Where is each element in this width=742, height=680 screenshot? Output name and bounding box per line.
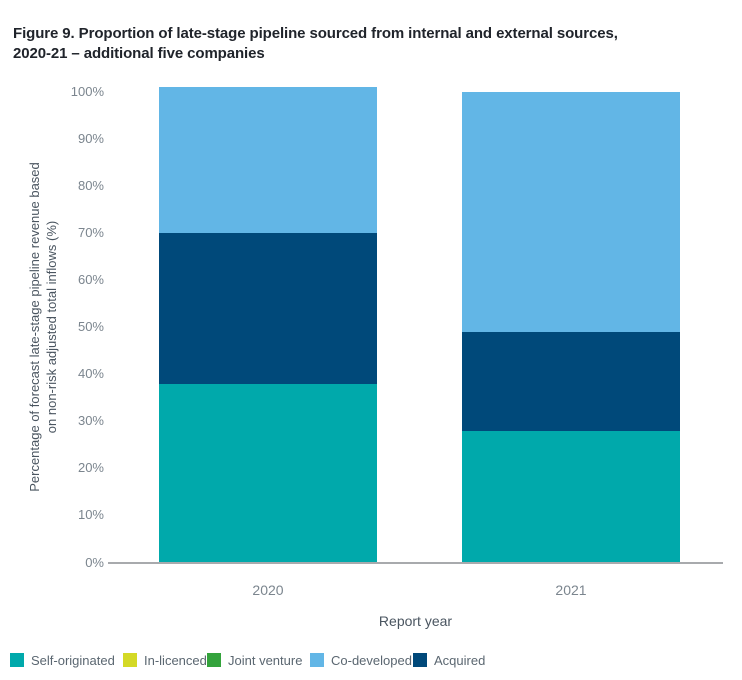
legend-item-joint-venture: Joint venture — [207, 651, 302, 669]
y-tick-0-: 0% — [85, 554, 104, 570]
legend-swatch-joint-venture — [207, 653, 221, 667]
legend-swatch-acquired — [413, 653, 427, 667]
legend-item-self-originated: Self-originated — [10, 651, 115, 669]
legend-swatch-co-developed — [310, 653, 324, 667]
bar-segment-2020-self-originated — [159, 383, 377, 563]
y-tick-60-: 60% — [77, 271, 104, 287]
y-tick-90-: 90% — [77, 130, 104, 146]
y-tick-40-: 40% — [77, 366, 104, 382]
bar-segment-2020-co-developed — [159, 86, 377, 233]
legend-item-acquired: Acquired — [413, 651, 485, 669]
legend-label-co-developed: Co-developed — [331, 652, 412, 668]
bar-segment-2021-self-originated — [462, 430, 680, 563]
figure-title-line-1: Figure 9. Proportion of late-stage pipel… — [13, 25, 618, 42]
bar-segment-2021-acquired — [462, 331, 680, 431]
legend-swatch-in-licenced — [123, 653, 137, 667]
x-axis-title: Report year — [378, 613, 453, 629]
x-axis-line — [108, 561, 723, 564]
legend: Self-originated In-licenced Joint venture C… — [0, 651, 742, 671]
y-tick-80-: 80% — [77, 177, 104, 193]
y-tick-30-: 30% — [77, 413, 104, 429]
legend-label-joint-venture: Joint venture — [228, 652, 303, 668]
bar-segment-2020-acquired — [159, 232, 377, 384]
legend-swatch-self-originated — [10, 653, 24, 667]
legend-label-self-originated: Self-originated — [31, 652, 115, 668]
figure-title-line-2: 2020-21 – additional five companies — [13, 45, 265, 62]
legend-label-in-licenced: In-licenced — [144, 652, 207, 668]
x-category-label-2020: 2020 — [252, 582, 284, 598]
y-tick-50-: 50% — [77, 319, 104, 334]
y-tick-10-: 10% — [77, 507, 104, 523]
legend-item-in-licenced: In-licenced — [123, 651, 207, 669]
y-tick-70-: 70% — [77, 224, 104, 240]
y-tick-20-: 20% — [77, 460, 104, 476]
y-tick-100-: 100% — [70, 83, 104, 99]
legend-item-co-developed: Co-developed — [310, 651, 412, 669]
figure-title: Figure 9. Proportion of late-stage pipel… — [13, 24, 719, 64]
legend-label-acquired: Acquired — [434, 652, 486, 668]
x-category-label-2021: 2021 — [555, 582, 587, 598]
y-axis-title-line-1: Percentage of forecast late-stage pipeli… — [27, 162, 42, 492]
bar-segment-2021-co-developed — [462, 91, 680, 332]
